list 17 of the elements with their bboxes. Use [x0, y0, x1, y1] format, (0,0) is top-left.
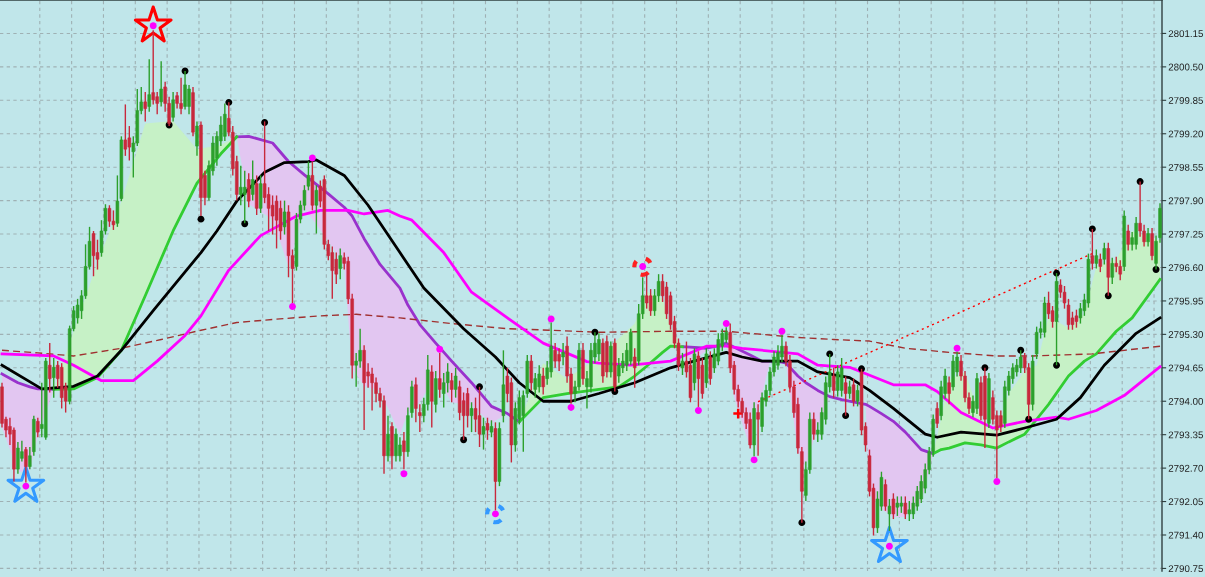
- y-tick-label: 2795.30: [1168, 331, 1204, 338]
- y-tick-label: 2798.55: [1168, 163, 1203, 171]
- y-tick-label: 2795.95: [1168, 297, 1203, 305]
- y-tick-label: 2792.05: [1168, 498, 1203, 506]
- y-tick-label: 2797.90: [1168, 197, 1204, 205]
- y-tick-label: 2792.70: [1168, 464, 1204, 472]
- y-tick-label: 2799.20: [1168, 130, 1204, 138]
- y-tick-label: 2791.40: [1168, 531, 1204, 539]
- y-tick-label: 2790.75: [1168, 565, 1203, 573]
- y-tick-label: 2800.50: [1168, 63, 1204, 71]
- y-tick-label: 2794.65: [1168, 364, 1203, 372]
- y-tick-label: 2794.00: [1168, 397, 1204, 405]
- y-tick-label: 2793.35: [1168, 431, 1203, 439]
- y-tick-label: 2799.85: [1168, 97, 1203, 104]
- y-tick-label: 2796.60: [1168, 264, 1204, 272]
- y-tick-label: 2797.25: [1168, 230, 1203, 238]
- y-tick-label: 2801.15: [1168, 30, 1203, 38]
